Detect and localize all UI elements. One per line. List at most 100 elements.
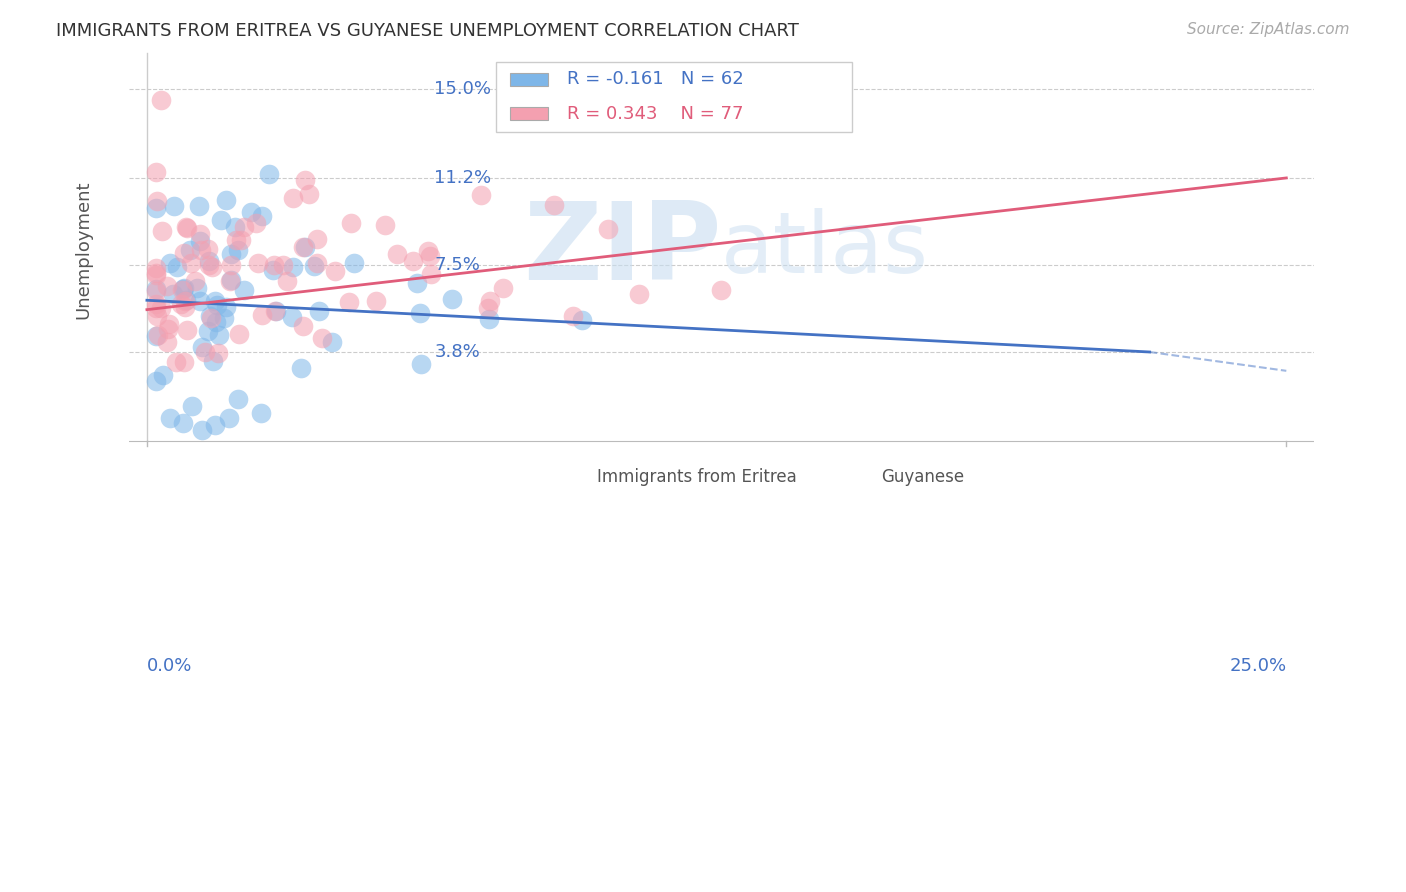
Point (418, 244, 440, 258)
Point (204, 315, 226, 329)
Point (374, 218, 396, 232)
Point (477, 301, 499, 315)
Point (150, 301, 173, 316)
Point (181, 399, 204, 413)
Bar (839, 472, 869, 482)
Point (145, 374, 167, 388)
Point (294, 173, 316, 187)
Point (231, 233, 253, 247)
Point (163, 199, 186, 213)
Point (337, 294, 360, 309)
Point (218, 410, 240, 425)
Point (709, 283, 731, 297)
Point (169, 297, 191, 311)
Point (409, 305, 432, 319)
Point (402, 254, 425, 268)
Point (561, 310, 583, 324)
Point (420, 267, 443, 281)
Point (250, 308, 273, 322)
Point (197, 242, 219, 256)
Point (250, 406, 273, 420)
Point (627, 286, 650, 301)
Text: 0.0%: 0.0% (146, 657, 193, 674)
Point (543, 198, 565, 212)
Point (174, 293, 197, 307)
Point (419, 249, 441, 263)
Point (311, 331, 333, 345)
Point (190, 423, 212, 437)
Point (188, 227, 211, 241)
Text: 11.2%: 11.2% (434, 169, 492, 187)
Point (264, 304, 287, 318)
Point (271, 258, 294, 272)
Point (200, 311, 222, 326)
Point (207, 345, 229, 359)
Point (145, 261, 167, 276)
Point (179, 243, 201, 257)
Point (186, 281, 208, 295)
Point (200, 309, 222, 323)
Point (173, 246, 195, 260)
Point (291, 318, 314, 333)
Point (247, 256, 270, 270)
Point (150, 224, 173, 238)
Point (145, 266, 167, 280)
Text: 3.8%: 3.8% (434, 343, 481, 361)
Point (294, 240, 316, 254)
Point (208, 327, 231, 342)
Point (172, 282, 194, 296)
Point (173, 355, 195, 369)
Point (156, 335, 179, 350)
Point (184, 274, 207, 288)
Point (187, 199, 209, 213)
Point (225, 233, 247, 247)
Point (240, 204, 263, 219)
Point (190, 340, 212, 354)
Point (478, 294, 501, 309)
Point (156, 278, 179, 293)
Point (152, 368, 174, 382)
Point (321, 334, 343, 349)
Point (250, 210, 273, 224)
Point (145, 164, 167, 178)
Point (281, 191, 304, 205)
Point (221, 247, 243, 261)
Point (470, 187, 492, 202)
Point (176, 323, 198, 337)
Point (174, 300, 197, 314)
Text: R = 0.343    N = 77: R = 0.343 N = 77 (567, 104, 744, 123)
Text: atlas: atlas (721, 208, 929, 291)
Point (145, 201, 167, 215)
Point (180, 256, 202, 270)
Point (166, 260, 188, 274)
Point (170, 283, 193, 297)
Point (215, 193, 238, 207)
Point (232, 283, 254, 297)
Point (145, 301, 167, 315)
Point (387, 247, 409, 261)
Text: Immigrants from Eritrea: Immigrants from Eritrea (596, 467, 797, 485)
Text: 15.0%: 15.0% (434, 79, 492, 97)
Point (194, 344, 217, 359)
Point (157, 321, 180, 335)
Point (145, 282, 167, 296)
Point (198, 258, 221, 272)
Point (492, 281, 515, 295)
Text: R = -0.161   N = 62: R = -0.161 N = 62 (567, 70, 744, 88)
Point (280, 310, 302, 324)
Bar (510, 107, 548, 120)
Point (302, 259, 325, 273)
Point (226, 392, 249, 406)
FancyBboxPatch shape (496, 62, 852, 132)
Point (440, 293, 463, 307)
Point (145, 284, 167, 298)
Bar (555, 472, 585, 482)
Point (188, 234, 211, 248)
Text: Source: ZipAtlas.com: Source: ZipAtlas.com (1187, 22, 1350, 37)
Point (233, 220, 256, 235)
Point (343, 256, 366, 270)
Point (477, 311, 499, 326)
Point (263, 258, 285, 272)
Point (149, 93, 172, 107)
Bar (510, 72, 548, 86)
